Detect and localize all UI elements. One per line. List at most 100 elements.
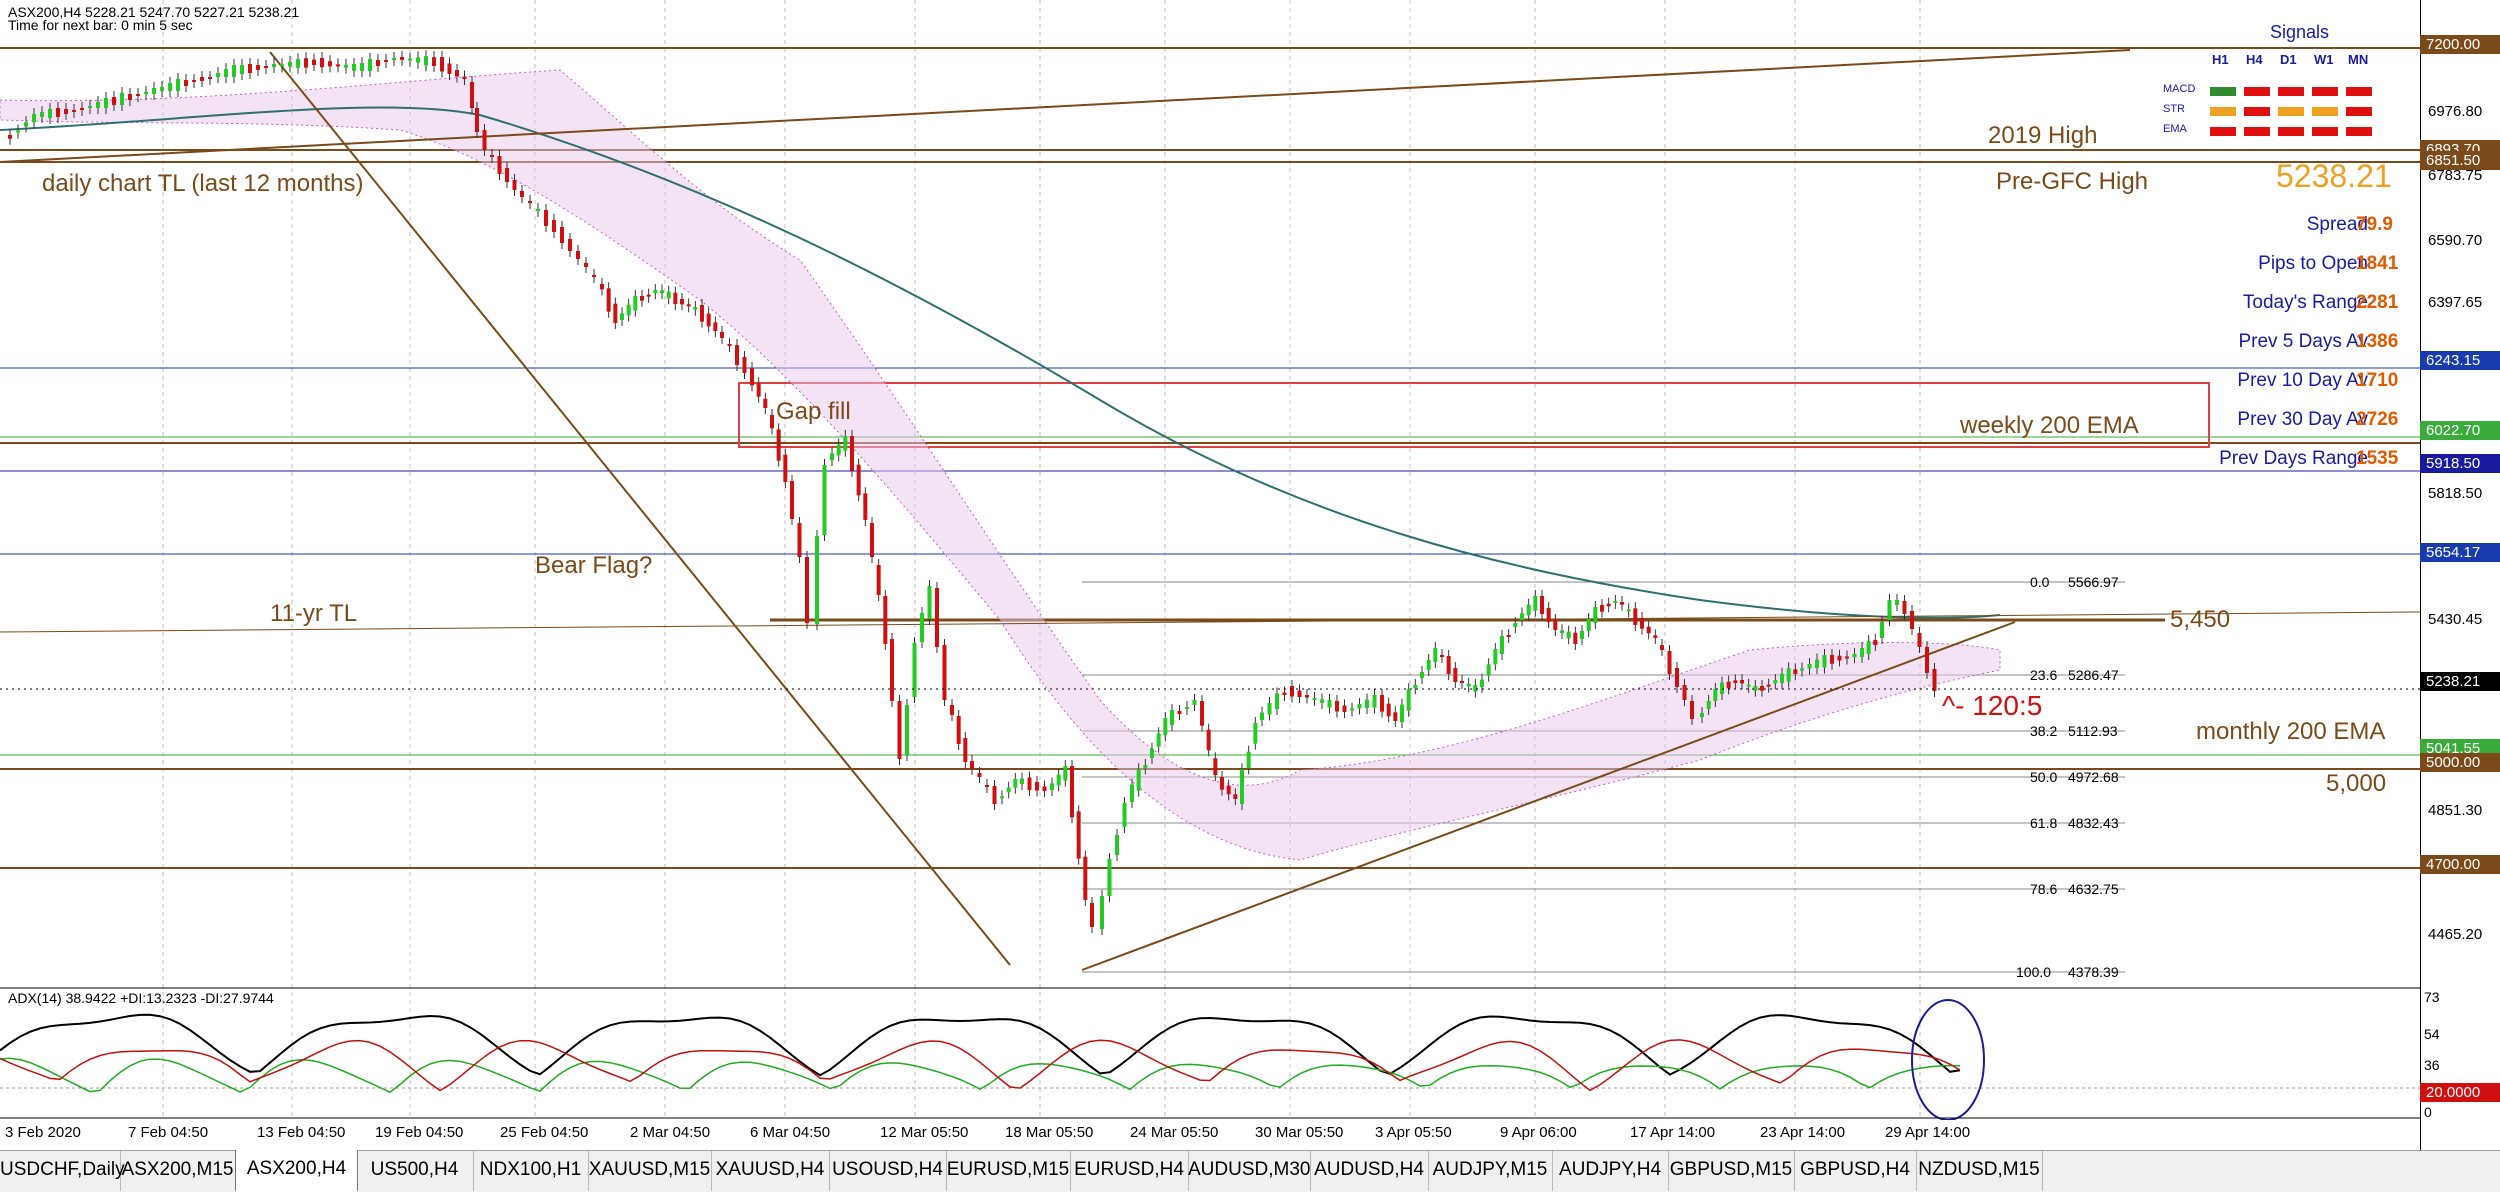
chart-symbol-line: ASX200,H4 5228.21 5247.70 5227.21 5238.2…	[8, 4, 300, 20]
candle-body	[200, 77, 204, 81]
candle-body	[544, 210, 548, 226]
candle-body	[482, 130, 487, 150]
candle-body	[288, 61, 292, 67]
candle-body	[942, 645, 947, 700]
candle-body	[1910, 611, 1914, 629]
chart-tab[interactable]: EURUSD,M15	[946, 1151, 1071, 1191]
price-tick: 4465.20	[2428, 926, 2483, 943]
candle-body	[883, 596, 888, 644]
chart-tab[interactable]: GBPUSD,M15	[1668, 1151, 1795, 1191]
candle-body	[1500, 636, 1504, 654]
candle-body	[1480, 679, 1484, 687]
chart-tab[interactable]: AUDJPY,M15	[1428, 1151, 1553, 1191]
candle-body	[208, 77, 212, 79]
candle-body	[1682, 685, 1687, 700]
candle-body	[475, 108, 479, 132]
candle-body	[1733, 680, 1738, 683]
time-axis-label: 12 Mar 05:50	[880, 1124, 969, 1141]
chart-tab[interactable]: NZDUSD,M15	[1916, 1151, 2043, 1191]
candle-body	[735, 345, 739, 365]
candle-body	[905, 705, 909, 755]
chart-tab[interactable]: XAUUSD,M15	[588, 1151, 712, 1191]
candle-body	[756, 383, 761, 397]
candle-body	[344, 64, 348, 68]
candle-body	[144, 92, 148, 94]
candle-body	[1136, 769, 1141, 791]
indicator-tick: 0	[2424, 1104, 2432, 1120]
price-marker-box: 6851.50	[2420, 151, 2500, 170]
chart-tab[interactable]: USDCHF,Daily	[0, 1151, 125, 1191]
candle-body	[1170, 710, 1174, 725]
candle-body	[352, 64, 356, 71]
candle-body	[1100, 896, 1104, 929]
time-axis-label: 3 Feb 2020	[5, 1124, 81, 1141]
candle-body	[1895, 600, 1899, 605]
candle-body	[1526, 604, 1531, 616]
price-axis[interactable]	[2420, 0, 2500, 1155]
signal-cell	[2346, 107, 2372, 116]
candle-body	[1667, 651, 1672, 674]
price-tick: 6783.75	[2428, 167, 2483, 184]
candle-body	[1115, 835, 1119, 855]
candle-body	[1760, 686, 1764, 691]
candle-body	[1386, 703, 1391, 717]
candle-body	[336, 64, 340, 67]
signal-cell	[2210, 127, 2236, 136]
trendlines	[0, 49, 2420, 971]
chart-tab[interactable]: ASX200,M15	[120, 1151, 236, 1191]
candle-body	[742, 357, 747, 373]
candle-body	[912, 643, 917, 697]
candle-body	[376, 60, 380, 66]
candle-body	[1706, 701, 1711, 709]
chart-tab[interactable]: NDX100,H1	[473, 1151, 589, 1191]
chart-tab[interactable]: AUDJPY,H4	[1552, 1151, 1669, 1191]
info-label: Spread	[2306, 214, 2368, 235]
chart-tab[interactable]: AUDUSD,H4	[1310, 1151, 1429, 1191]
chart-tab[interactable]: ASX200,H4	[235, 1150, 358, 1192]
time-axis-label: 2 Mar 04:50	[630, 1124, 711, 1141]
bar-timer: Time for next bar: 0 min 5 sec	[8, 17, 193, 33]
candle-body	[1690, 701, 1694, 719]
gap-fill-box	[738, 382, 2210, 448]
chart-tab[interactable]: US500,H4	[356, 1151, 474, 1191]
candle-body	[897, 701, 902, 759]
price-chart[interactable]	[0, 0, 2420, 1120]
chart-tab[interactable]: USOUSD,H4	[829, 1151, 947, 1191]
chart-tab[interactable]: XAUUSD,H4	[711, 1151, 830, 1191]
candle-body	[408, 58, 412, 61]
annotation-pre-gfc: Pre-GFC High	[1996, 168, 2149, 195]
candle-body	[360, 63, 364, 71]
time-axis-label: 7 Feb 04:50	[128, 1124, 209, 1141]
candle-body	[1713, 689, 1718, 701]
indicator-tick: 73	[2424, 989, 2440, 1005]
candle-body	[1740, 680, 1744, 684]
candle-body	[304, 58, 308, 68]
candle-body	[1297, 690, 1302, 697]
chart-tab[interactable]: AUDUSD,M30	[1188, 1151, 1311, 1191]
candle-body	[600, 284, 604, 290]
chart-tab[interactable]: EURUSD,H4	[1070, 1151, 1189, 1191]
candle-body	[646, 294, 651, 297]
info-value: 1386	[2356, 331, 2399, 352]
price-marker-box: 4700.00	[2420, 855, 2500, 874]
signal-cell	[2346, 87, 2372, 96]
adx-highlight-ellipse	[1911, 999, 1985, 1120]
fib-price: 4378.39	[2068, 964, 2119, 980]
candle-body	[870, 523, 874, 557]
candle-body	[1163, 718, 1168, 736]
signal-cell	[2312, 107, 2338, 116]
annotation-gap-fill: Gap fill	[776, 398, 851, 425]
candle-body	[416, 57, 420, 63]
price-marker-box: 5918.50	[2420, 454, 2500, 473]
candle-body	[1675, 668, 1679, 687]
candle-body	[320, 58, 324, 68]
candle-body	[1327, 700, 1332, 708]
annotation-bear-flag: Bear Flag?	[535, 552, 653, 579]
info-value: 1710	[2356, 370, 2399, 391]
signal-timeframe: H4	[2246, 52, 2263, 67]
chart-tabs-bar: USDCHF,Daily ASX200,M15 ASX200,H4 US500,H4 N…	[0, 1150, 2500, 1192]
fib-percent: 100.0	[2016, 964, 2052, 980]
candle-body	[48, 109, 52, 118]
chart-tab[interactable]: GBPUSD,H4	[1794, 1151, 1917, 1191]
